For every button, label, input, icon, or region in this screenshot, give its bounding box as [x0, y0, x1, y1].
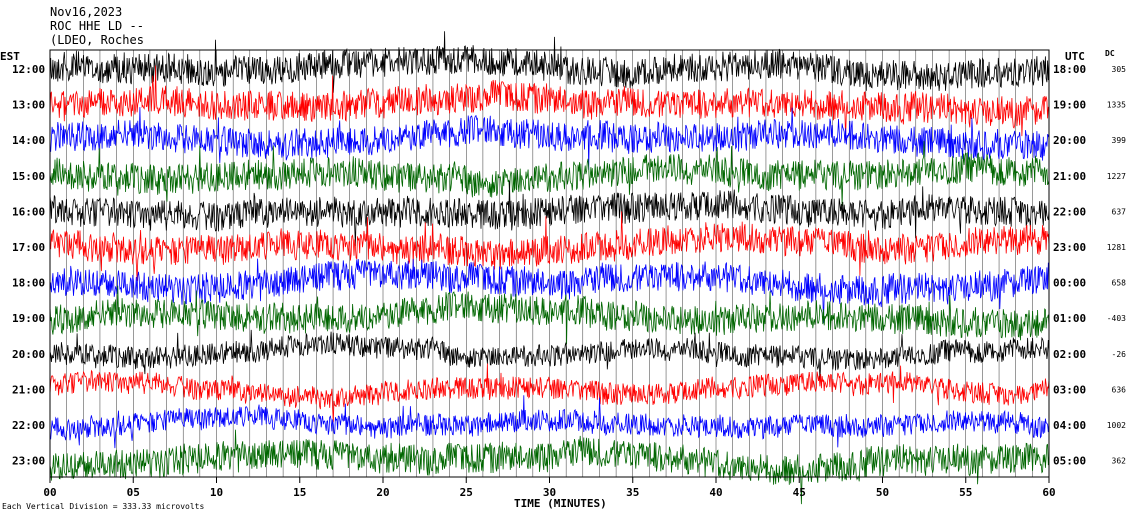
est-hour-label: 17:00 — [12, 241, 45, 254]
x-tick-label: 10 — [210, 486, 223, 499]
plot-date: Nov16,2023 — [50, 5, 123, 19]
station-code: ROC HHE LD -- — [50, 19, 144, 33]
utc-hour-label: 20:00 — [1053, 134, 1086, 147]
right-timezone-label: UTC — [1065, 50, 1085, 63]
trace-2000 — [49, 329, 1050, 382]
utc-hour-label: 22:00 — [1053, 205, 1086, 218]
trace-1600 — [49, 180, 1050, 247]
x-tick-label: 40 — [709, 486, 722, 499]
trace-1200 — [49, 31, 1050, 93]
dc-offset-value: 362 — [1112, 457, 1127, 466]
x-tick-label: 00 — [43, 486, 56, 499]
x-tick-label: 60 — [1042, 486, 1055, 499]
utc-hour-label: 19:00 — [1053, 99, 1086, 112]
x-tick-label: 20 — [376, 486, 389, 499]
dc-offset-value: 1002 — [1107, 421, 1126, 430]
dc-offset-value: 399 — [1112, 136, 1127, 145]
trace-1400 — [49, 107, 1050, 170]
minute-grid — [66, 50, 1033, 477]
utc-hour-label: 01:00 — [1053, 312, 1086, 325]
utc-hour-label: 18:00 — [1053, 63, 1086, 76]
utc-hour-label: 04:00 — [1053, 419, 1086, 432]
x-tick-label: 55 — [959, 486, 972, 499]
dc-offset-value: 1281 — [1107, 243, 1126, 252]
trace-1800 — [49, 258, 1050, 324]
dc-offset-value: 637 — [1112, 207, 1127, 216]
dc-offset-header: DC — [1105, 49, 1115, 58]
trace-1500 — [49, 140, 1050, 207]
est-hour-label: 16:00 — [12, 205, 45, 218]
trace-1700 — [49, 211, 1050, 281]
seismic-traces — [49, 31, 1050, 505]
utc-hour-label: 00:00 — [1053, 277, 1086, 290]
est-hour-label: 15:00 — [12, 170, 45, 183]
vertical-scale-note: Each Vertical Division = 333.33 microvol… — [2, 502, 205, 511]
est-hour-label: 19:00 — [12, 312, 45, 325]
x-tick-label: 35 — [626, 486, 639, 499]
x-tick-label: 15 — [293, 486, 306, 499]
est-hour-label: 18:00 — [12, 277, 45, 290]
x-axis-title: TIME (MINUTES) — [514, 497, 607, 510]
trace-2100 — [49, 363, 1050, 423]
utc-hour-label: 05:00 — [1053, 455, 1086, 468]
dc-offset-value: 636 — [1112, 385, 1127, 394]
trace-2300 — [49, 429, 1050, 505]
dc-offset-value: 1227 — [1107, 172, 1126, 181]
utc-hour-label: 03:00 — [1053, 383, 1086, 396]
axis-labels: 12:00 18:00 305 13:00 19:00 1335 14:00 20:00 399… — [12, 63, 1126, 468]
utc-hour-label: 21:00 — [1053, 170, 1086, 183]
trace-1900 — [49, 285, 1050, 345]
left-timezone-label: EST — [0, 50, 20, 63]
network-name: (LDEO, Roches — [50, 33, 144, 47]
trace-1300 — [49, 65, 1050, 141]
x-tick-label: 50 — [876, 486, 889, 499]
dc-offset-value: 1335 — [1107, 101, 1126, 110]
est-hour-label: 22:00 — [12, 419, 45, 432]
x-tick-label: 45 — [793, 486, 806, 499]
x-tick-marks: 00 05 10 15 20 25 30 35 40 45 50 55 60 — [43, 477, 1056, 499]
est-hour-label: 12:00 — [12, 63, 45, 76]
dc-offset-value: 658 — [1112, 279, 1127, 288]
est-hour-label: 14:00 — [12, 134, 45, 147]
est-hour-label: 20:00 — [12, 348, 45, 361]
dc-offset-value: 305 — [1112, 65, 1127, 74]
x-tick-label: 05 — [127, 486, 140, 499]
dc-offset-value: -26 — [1112, 350, 1127, 359]
est-hour-label: 13:00 — [12, 99, 45, 112]
x-tick-label: 25 — [460, 486, 473, 499]
utc-hour-label: 23:00 — [1053, 241, 1086, 254]
utc-hour-label: 02:00 — [1053, 348, 1086, 361]
est-hour-label: 21:00 — [12, 383, 45, 396]
x-tick-label: 30 — [543, 486, 556, 499]
est-hour-label: 23:00 — [12, 455, 45, 468]
dc-offset-value: -403 — [1107, 314, 1126, 323]
trace-2200 — [49, 395, 1050, 449]
